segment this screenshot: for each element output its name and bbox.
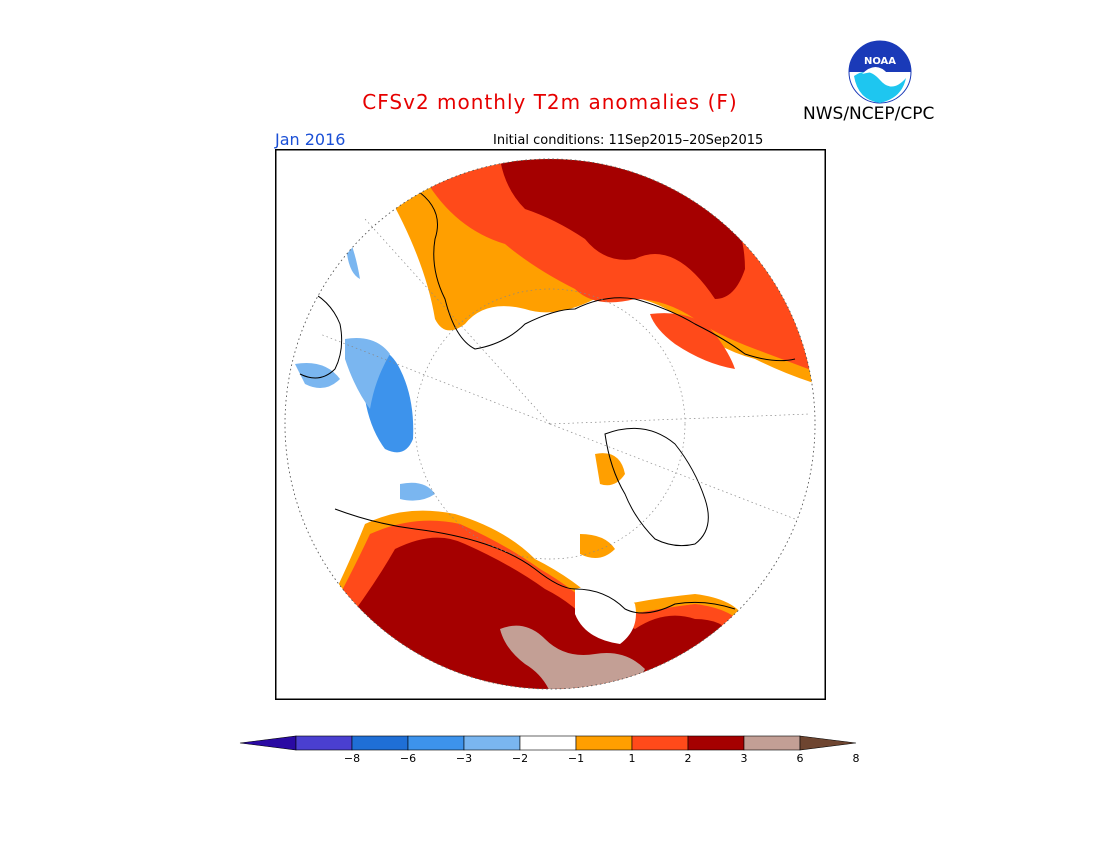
colorbar-tick-label: −3 — [455, 752, 473, 765]
colorbar-bin-1 — [295, 735, 353, 751]
colorbar-arrow-low — [239, 735, 297, 751]
coastline-scandinavia — [299, 288, 343, 379]
colorbar-bin-9 — [743, 735, 801, 751]
valid-month: Jan 2016 — [275, 130, 346, 149]
coastline-eurasia — [414, 188, 796, 362]
colorbar-tick-label: −2 — [511, 752, 529, 765]
colorbar-tick-label: 6 — [796, 752, 804, 765]
colorbar-bin-3 — [407, 735, 465, 751]
anomaly-map — [275, 149, 826, 700]
anomaly-2to3-siberia — [650, 313, 735, 369]
colorbar-tick-label: 3 — [740, 752, 748, 765]
anomaly-1to2-arctic-isles — [580, 534, 615, 558]
colorbar-tick-label: −1 — [567, 752, 585, 765]
anomaly-1to2-greenland — [595, 453, 625, 486]
colorbar-bin-7 — [631, 735, 689, 751]
colorbar-tick-label: 2 — [684, 752, 692, 765]
colorbar-bin-6 — [575, 735, 633, 751]
colorbar-bin-4 — [463, 735, 521, 751]
coastline-north-america — [334, 508, 736, 614]
anomaly-minus2-atlantic — [400, 482, 435, 501]
noaa-logo: NOAA — [848, 40, 912, 104]
initial-conditions: Initial conditions: 11Sep2015–20Sep2015 — [493, 133, 764, 148]
anomaly-neutral-hudson — [575, 586, 636, 644]
colorbar-arrow-high — [799, 735, 857, 751]
colorbar-tick-label: 1 — [628, 752, 636, 765]
colorbar-bin-2 — [351, 735, 409, 751]
colorbar-tick-label: −8 — [343, 752, 361, 765]
greenland-outline — [604, 427, 709, 547]
colorbar-bin-8 — [687, 735, 745, 751]
colorbar-tick-label: −6 — [399, 752, 417, 765]
agency-label: NWS/NCEP/CPC — [803, 104, 935, 124]
colorbar-tick-label: 8 — [852, 752, 860, 765]
anomaly-minus2-west — [295, 363, 340, 388]
colorbar-bin-5 — [519, 735, 577, 751]
page-title: CFSv2 monthly T2m anomalies (F) — [362, 90, 738, 114]
anomaly-minus2-europe — [345, 338, 390, 409]
noaa-logo-text: NOAA — [864, 56, 896, 67]
colorbar — [239, 735, 857, 751]
